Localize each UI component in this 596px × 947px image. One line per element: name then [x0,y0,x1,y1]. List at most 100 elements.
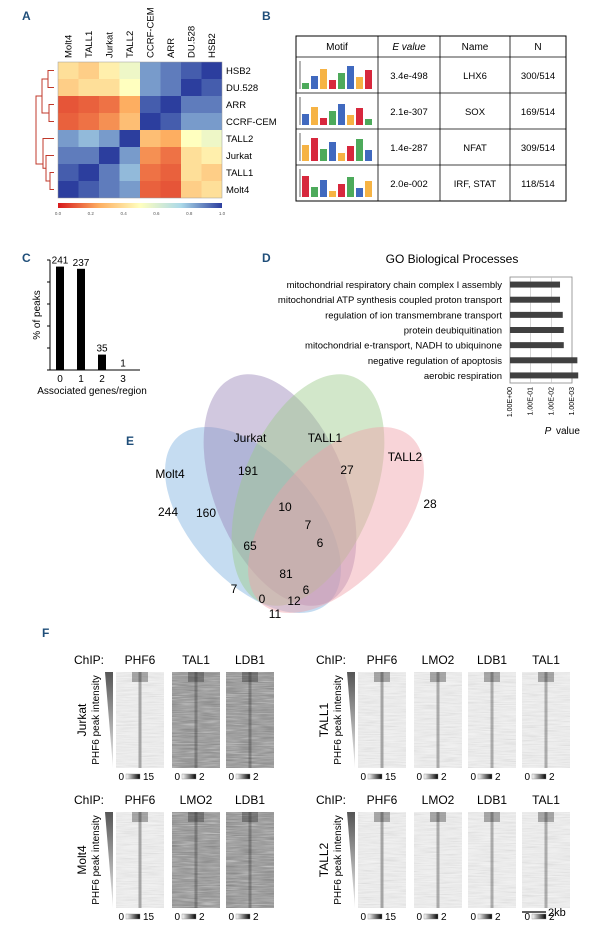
motif-logo-letter [320,118,327,125]
peak-intensity-label: PHF6 peak intensity [91,815,102,905]
panel-label-f: F [42,626,49,640]
venn-set-jurkat [203,374,357,606]
chip-peak-center [436,812,440,908]
venn-region-count: 7 [305,518,312,532]
heatmap-scale-tick: 0.6 [153,211,160,216]
motif-logo [299,97,372,125]
panel-label-c: C [22,251,31,265]
chip-heatmap-noise [468,812,516,908]
heatmap-cell [119,79,140,96]
motif-logo-letter [356,188,363,197]
heatmap-cell [99,181,120,198]
category-label: protein deubiquitination [404,326,502,337]
heatmap-cell [58,96,79,113]
bar [510,327,564,333]
scale-max: 15 [385,912,397,923]
heatmap-cell [160,164,181,181]
chip-peak-top [132,812,148,822]
color-scale-bar [423,773,439,780]
heatmap-cell [99,113,120,130]
heatmap-cell [119,164,140,181]
kb-scale-label: 2kb [548,907,566,919]
table-cell: SOX [465,107,486,118]
chip-heatmap-noise [172,672,220,768]
scale-min: 0 [174,912,180,923]
heatmap-cell [140,181,161,198]
chip-heatmap-noise [468,672,516,768]
chip-heatmap-noise [522,672,570,768]
motif-table: Motif E value Name N 3.4e-498 LHX6 300/514 2.1e… [295,35,567,202]
scale-max: 2 [441,772,447,783]
intensity-wedge [105,672,113,768]
heatmap-cell [181,147,202,164]
table-cell: 1.4e-287 [390,143,428,154]
motif-logo-letter [338,153,345,161]
intensity-wedge [347,672,355,768]
heatmap-scale-tick: 0.8 [186,211,193,216]
track-label: LDB1 [477,653,507,667]
color-scale-bar [125,913,141,920]
bar [510,281,561,288]
motif-logo [299,133,372,161]
table-header: E value [392,42,426,53]
heatmap-cell [160,96,181,113]
motif-logo-letter [356,77,363,89]
chip-group-jurkat: ChIP: Jurkat PHF6 peak intensity PHF6 0 15 TAL… [74,653,274,783]
motif-logo-letter [320,180,327,197]
track-label: LDB1 [235,653,265,667]
heatmap-col-label: TALL1 [84,31,95,58]
x-tick-label: 1.00E-03 [569,387,576,416]
scale-max: 2 [441,912,447,923]
scale-min: 0 [174,772,180,783]
table-cell: 3.4e-498 [390,71,428,82]
scale-min: 0 [360,772,366,783]
chip-peak-top [430,672,446,682]
table-cell: 2.0e-002 [390,179,428,190]
chip-label: ChIP: [316,653,346,667]
heatmap-cell [58,164,79,181]
track-label: PHF6 [367,653,398,667]
motif-logo-letter [320,149,327,161]
heatmap-cell [119,130,140,147]
x-tick-label: 1 [78,374,84,385]
venn-region-count: 10 [278,500,292,514]
heatmap-cell [58,147,79,164]
scale-max: 2 [199,772,205,783]
heatmap-cell [201,164,222,181]
dendrogram-branch [42,138,54,169]
heatmap-row-label: Molt4 [226,185,249,196]
x-axis-label: P [545,426,552,437]
x-axis-label-unit: value [556,426,580,437]
scale-min: 0 [118,772,124,783]
scale-max: 2 [199,912,205,923]
x-tick-label: 2 [99,374,105,385]
venn-region-count: 244 [158,505,178,519]
scale-max: 2 [253,912,259,923]
category-label: negative regulation of apoptosis [368,356,502,367]
table-cell: 300/514 [521,71,555,82]
category-label: mitochondrial ATP synthesis coupled prot… [278,295,502,306]
heatmap-scale-tick: 0.0 [55,211,62,216]
scale-max: 15 [143,772,155,783]
bar [56,266,64,370]
heatmap-cell [140,147,161,164]
heatmap-cell [140,62,161,79]
motif-logo [299,61,372,89]
motif-logo-letter [347,146,354,161]
heatmap-cell [78,79,99,96]
scale-min: 0 [524,772,530,783]
chip-peak-center [544,672,548,768]
track-label: LMO2 [422,793,455,807]
table-cell: IRF, STAT [454,179,497,190]
dendrogram-branch [47,70,54,88]
heatmap-cell [160,130,181,147]
bar-data-label: 237 [73,258,90,269]
color-scale-bar [367,913,383,920]
go-processes-chart: GO Biological Processes 1.00E+00 1.00E-01 1… [278,252,580,437]
scale-max: 2 [549,912,555,923]
scale-min: 0 [228,772,234,783]
chip-peak-center [194,672,198,768]
chip-peak-top [538,672,554,682]
